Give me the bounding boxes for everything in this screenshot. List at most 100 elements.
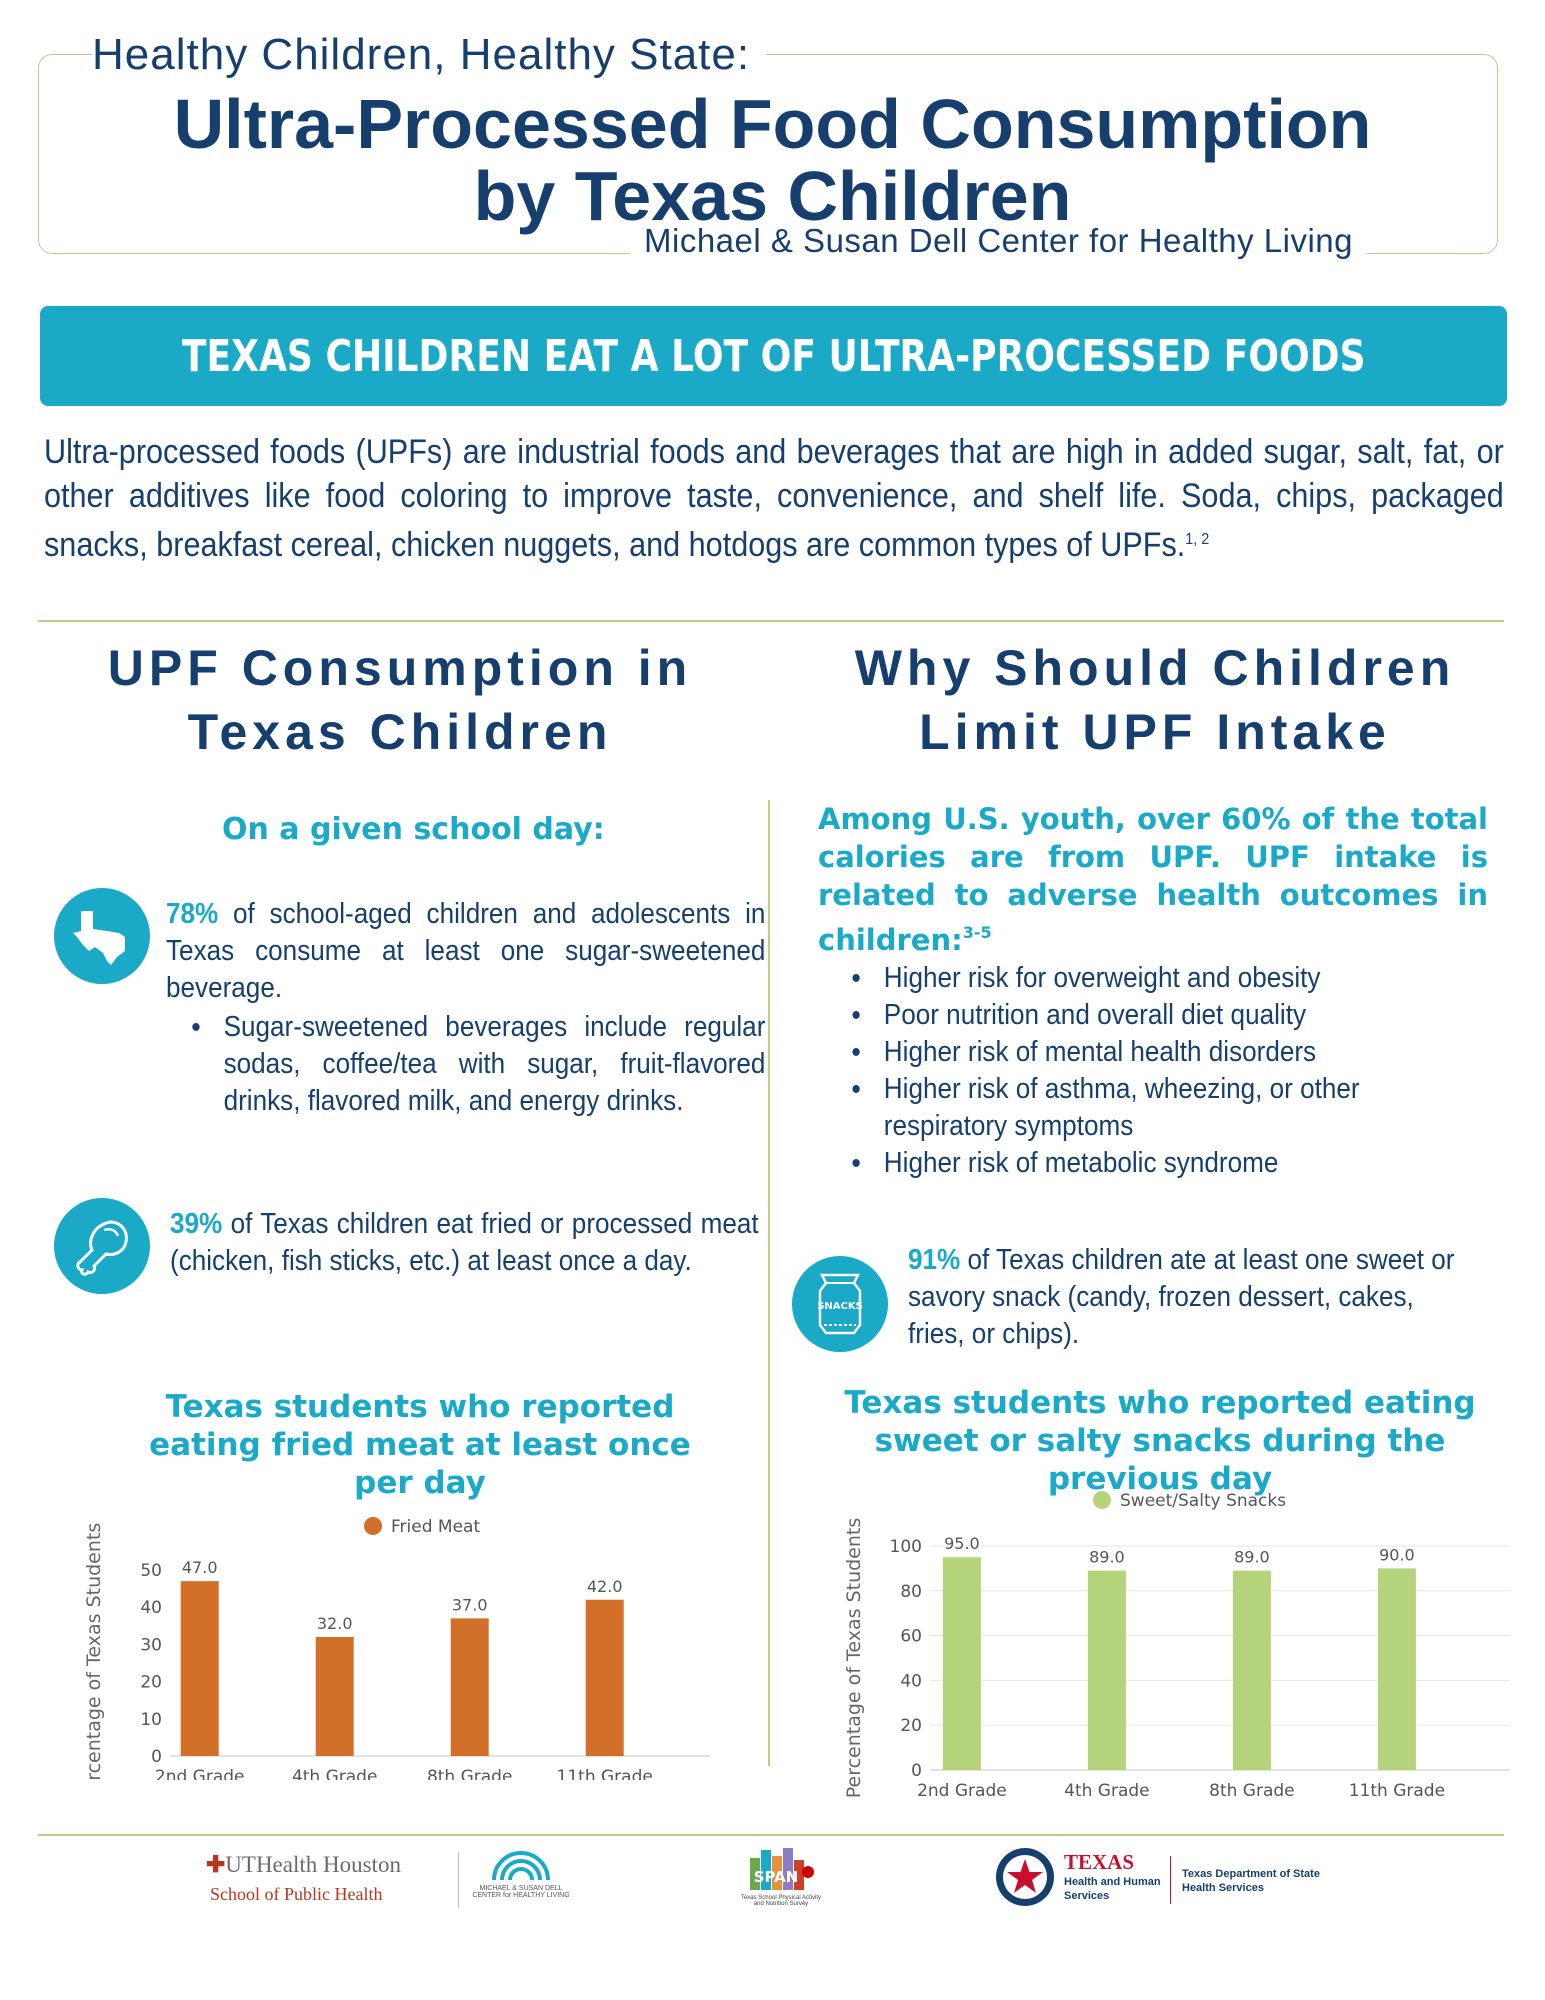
left-column-title: UPF Consumption in Texas Children xyxy=(40,636,760,764)
banner-text: TEXAS CHILDREN EAT A LOT OF ULTRA-PROCES… xyxy=(181,330,1366,382)
texas-hhs-logo: TEXAS Health and Human Services Texas De… xyxy=(994,1846,1320,1912)
y-tick-label: 100 xyxy=(890,1537,922,1557)
y-tick-label: 50 xyxy=(140,1561,162,1581)
page-title-line2: by Texas Children xyxy=(473,157,1072,235)
x-tick-label: 2nd Grade xyxy=(917,1781,1007,1800)
outcome-item: Higher risk of metabolic syndrome xyxy=(846,1145,1476,1182)
bar xyxy=(450,1618,489,1756)
intro-refs: 1, 2 xyxy=(1185,531,1210,548)
stat-fried-meat-text: of Texas children eat fried or processed… xyxy=(170,1208,759,1277)
bar xyxy=(1087,1570,1126,1770)
bar xyxy=(1232,1570,1271,1770)
page-title: Ultra-Processed Food Consumption by Texa… xyxy=(60,88,1485,232)
texas-word: TEXAS xyxy=(1064,1850,1135,1874)
legend-swatch xyxy=(1093,1491,1111,1509)
legend-swatch xyxy=(364,1517,382,1535)
snack-icon-label: SNACKS xyxy=(817,1301,863,1312)
data-label: 42.0 xyxy=(587,1577,623,1596)
y-tick-label: 0 xyxy=(911,1761,922,1781)
legend-label: Fried Meat xyxy=(391,1517,480,1537)
span-buildings-icon: SPAN xyxy=(750,1848,814,1890)
bar xyxy=(315,1636,354,1756)
dshs-line1: Texas Department of State xyxy=(1182,1868,1320,1880)
y-tick-label: 20 xyxy=(140,1673,162,1693)
bar xyxy=(585,1599,624,1756)
span-caption1: Texas School Physical Activity xyxy=(740,1895,822,1901)
y-tick-label: 0 xyxy=(151,1747,162,1767)
outcome-item: Poor nutrition and overall diet quality xyxy=(846,997,1476,1034)
snack-bag-icon: SNACKS xyxy=(792,1256,888,1352)
header-pretitle: Healthy Children, Healthy State: xyxy=(92,30,767,80)
data-label: 32.0 xyxy=(317,1614,353,1633)
right-title-line1: Why Should Children xyxy=(854,640,1456,696)
x-tick-label: 4th Grade xyxy=(292,1767,378,1780)
stat-fried-meat-pct: 39% xyxy=(170,1208,223,1240)
health-outcomes-list: Higher risk for overweight and obesity P… xyxy=(846,960,1476,1182)
outcome-item: Higher risk for overweight and obesity xyxy=(846,960,1476,997)
stat-snacks-pct: 91% xyxy=(908,1244,961,1276)
hhs-line2: Services xyxy=(1064,1890,1110,1902)
data-label: 47.0 xyxy=(182,1558,218,1577)
data-label: 95.0 xyxy=(944,1534,980,1553)
stat-ssb-text: of school-aged children and adolescents … xyxy=(166,898,766,1004)
right-title-line2: Limit UPF Intake xyxy=(919,704,1391,760)
y-axis-title: Percentage of Texas Students xyxy=(843,1518,865,1799)
y-tick-label: 60 xyxy=(900,1627,922,1647)
texas-seal-icon xyxy=(996,1848,1054,1906)
why-subhead-refs: 3-5 xyxy=(962,923,992,942)
stat-snacks-text: of Texas children ate at least one sweet… xyxy=(908,1244,1455,1350)
span-caption2: and Nutrition Survey xyxy=(753,1901,809,1907)
intro-paragraph: Ultra-processed foods (UPFs) are industr… xyxy=(44,430,1504,567)
texas-map-icon xyxy=(54,888,150,984)
span-logo: SPAN Texas School Physical Activity and … xyxy=(736,1846,826,1907)
x-tick-label: 8th Grade xyxy=(427,1767,513,1780)
x-tick-label: 11th Grade xyxy=(1349,1781,1445,1800)
why-subhead: Among U.S. youth, over 60% of the total … xyxy=(818,800,1488,959)
dell-line2: CENTER for HEALTHY LIVING xyxy=(472,1892,570,1899)
data-label: 89.0 xyxy=(1234,1548,1270,1567)
stat-ssb: 78% of school-aged children and adolesce… xyxy=(166,896,765,1120)
x-tick-label: 11th Grade xyxy=(557,1767,653,1780)
header-subtitle: Michael & Susan Dell Center for Healthy … xyxy=(630,222,1367,260)
right-chart-title: Texas students who reported eating sweet… xyxy=(844,1385,1476,1497)
hhs-separator xyxy=(1170,1856,1171,1904)
left-chart-title: Texas students who reported eating fried… xyxy=(149,1389,691,1501)
hhs-line1: Health and Human xyxy=(1064,1876,1161,1888)
school-day-subhead: On a given school day: xyxy=(222,812,605,847)
page-title-line1: Ultra-Processed Food Consumption xyxy=(173,85,1372,163)
dell-center-logo: MICHAEL & SUSAN DELL CENTER for HEALTHY … xyxy=(466,1846,576,1899)
ut-cross-icon: ✚ xyxy=(206,1852,226,1877)
legend-label: Sweet/Salty Snacks xyxy=(1120,1491,1286,1511)
y-tick-label: 20 xyxy=(900,1716,922,1736)
ut-name: UTHealth Houston xyxy=(225,1852,401,1877)
fried-meat-chart: Percentage of Texas Students 0 10 20 30 40 50 F… xyxy=(83,1517,710,1780)
dell-line1: MICHAEL & SUSAN DELL xyxy=(479,1885,563,1892)
data-label: 37.0 xyxy=(452,1595,488,1614)
y-tick-label: 40 xyxy=(140,1598,162,1618)
outcome-item: Higher risk of asthma, wheezing, or othe… xyxy=(846,1071,1476,1145)
drumstick-icon xyxy=(54,1198,150,1294)
y-tick-label: 30 xyxy=(140,1635,162,1655)
bar xyxy=(180,1581,219,1756)
stat-ssb-bullet: Sugar-sweetened beverages include regula… xyxy=(186,1009,766,1120)
x-tick-label: 8th Grade xyxy=(1209,1781,1295,1800)
dshs-line2: Health Services xyxy=(1182,1882,1264,1894)
x-tick-label: 2nd Grade xyxy=(155,1767,245,1780)
section-banner: TEXAS CHILDREN EAT A LOT OF ULTRA-PROCES… xyxy=(40,306,1507,406)
stat-ssb-pct: 78% xyxy=(166,898,219,930)
section-divider xyxy=(38,620,1504,622)
right-column-title: Why Should Children Limit UPF Intake xyxy=(790,636,1520,764)
stat-fried-meat: 39% of Texas children eat fried or proce… xyxy=(170,1206,759,1280)
x-tick-label: 4th Grade xyxy=(1064,1781,1150,1800)
y-tick-label: 80 xyxy=(900,1582,922,1602)
uthealth-logo: ✚UTHealth Houston School of Public Healt… xyxy=(206,1852,460,1905)
footer-divider xyxy=(38,1834,1504,1836)
column-divider xyxy=(768,800,770,1766)
y-tick-label: 40 xyxy=(900,1671,922,1691)
y-tick-label: 10 xyxy=(140,1710,162,1730)
y-axis-title: Percentage of Texas Students xyxy=(83,1523,105,1780)
left-title-line2: Texas Children xyxy=(187,704,613,760)
dell-arcs-icon xyxy=(492,1851,550,1881)
data-label: 90.0 xyxy=(1379,1545,1415,1564)
stat-snacks: 91% of Texas children ate at least one s… xyxy=(908,1242,1466,1353)
